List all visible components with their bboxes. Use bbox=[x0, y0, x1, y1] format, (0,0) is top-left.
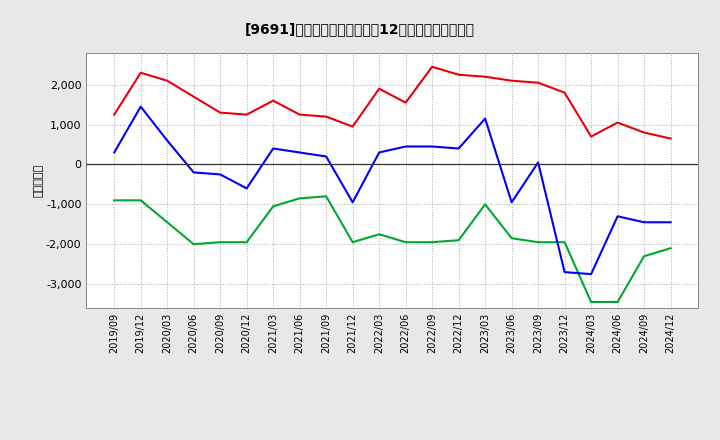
投資CF bbox=[613, 299, 622, 304]
フリーCF bbox=[269, 146, 277, 151]
投資CF bbox=[348, 239, 357, 245]
フリーCF bbox=[613, 214, 622, 219]
営業CF bbox=[613, 120, 622, 125]
投資CF bbox=[560, 239, 569, 245]
投資CF bbox=[189, 242, 198, 247]
投資CF bbox=[481, 202, 490, 207]
Y-axis label: （百万円）: （百万円） bbox=[33, 164, 43, 197]
営業CF bbox=[136, 70, 145, 75]
営業CF bbox=[189, 94, 198, 99]
投資CF bbox=[375, 231, 384, 237]
営業CF bbox=[348, 124, 357, 129]
営業CF bbox=[216, 110, 225, 115]
営業CF bbox=[640, 130, 649, 135]
フリーCF bbox=[322, 154, 330, 159]
フリーCF bbox=[348, 200, 357, 205]
フリーCF bbox=[560, 269, 569, 275]
営業CF bbox=[322, 114, 330, 119]
Line: フリーCF: フリーCF bbox=[114, 106, 670, 274]
フリーCF bbox=[110, 150, 119, 155]
フリーCF bbox=[136, 104, 145, 109]
営業CF bbox=[401, 100, 410, 105]
投資CF bbox=[163, 220, 171, 225]
フリーCF bbox=[401, 144, 410, 149]
営業CF bbox=[375, 86, 384, 92]
Text: [9691]　キャッシュフローの12か月移動合計の推移: [9691] キャッシュフローの12か月移動合計の推移 bbox=[245, 22, 475, 36]
投資CF bbox=[243, 239, 251, 245]
投資CF bbox=[640, 253, 649, 259]
フリーCF bbox=[587, 271, 595, 277]
フリーCF bbox=[428, 144, 436, 149]
フリーCF bbox=[508, 200, 516, 205]
フリーCF bbox=[216, 172, 225, 177]
フリーCF bbox=[189, 170, 198, 175]
営業CF bbox=[269, 98, 277, 103]
投資CF bbox=[322, 194, 330, 199]
営業CF bbox=[560, 90, 569, 95]
営業CF bbox=[587, 134, 595, 139]
営業CF bbox=[666, 136, 675, 141]
投資CF bbox=[295, 196, 304, 201]
フリーCF bbox=[243, 186, 251, 191]
投資CF bbox=[216, 239, 225, 245]
投資CF bbox=[269, 204, 277, 209]
Line: 投資CF: 投資CF bbox=[114, 196, 670, 302]
フリーCF bbox=[666, 220, 675, 225]
営業CF bbox=[428, 64, 436, 70]
投資CF bbox=[666, 246, 675, 251]
投資CF bbox=[454, 238, 463, 243]
フリーCF bbox=[375, 150, 384, 155]
フリーCF bbox=[640, 220, 649, 225]
営業CF bbox=[508, 78, 516, 83]
フリーCF bbox=[454, 146, 463, 151]
営業CF bbox=[243, 112, 251, 117]
営業CF bbox=[163, 78, 171, 83]
投資CF bbox=[534, 239, 542, 245]
フリーCF bbox=[163, 138, 171, 143]
投資CF bbox=[428, 239, 436, 245]
営業CF bbox=[295, 112, 304, 117]
投資CF bbox=[136, 198, 145, 203]
営業CF bbox=[110, 112, 119, 117]
フリーCF bbox=[534, 160, 542, 165]
営業CF bbox=[481, 74, 490, 79]
Line: 営業CF: 営業CF bbox=[114, 67, 670, 139]
投資CF bbox=[508, 235, 516, 241]
投資CF bbox=[110, 198, 119, 203]
フリーCF bbox=[295, 150, 304, 155]
投資CF bbox=[587, 299, 595, 304]
投資CF bbox=[401, 239, 410, 245]
フリーCF bbox=[481, 116, 490, 121]
営業CF bbox=[454, 72, 463, 77]
営業CF bbox=[534, 80, 542, 85]
